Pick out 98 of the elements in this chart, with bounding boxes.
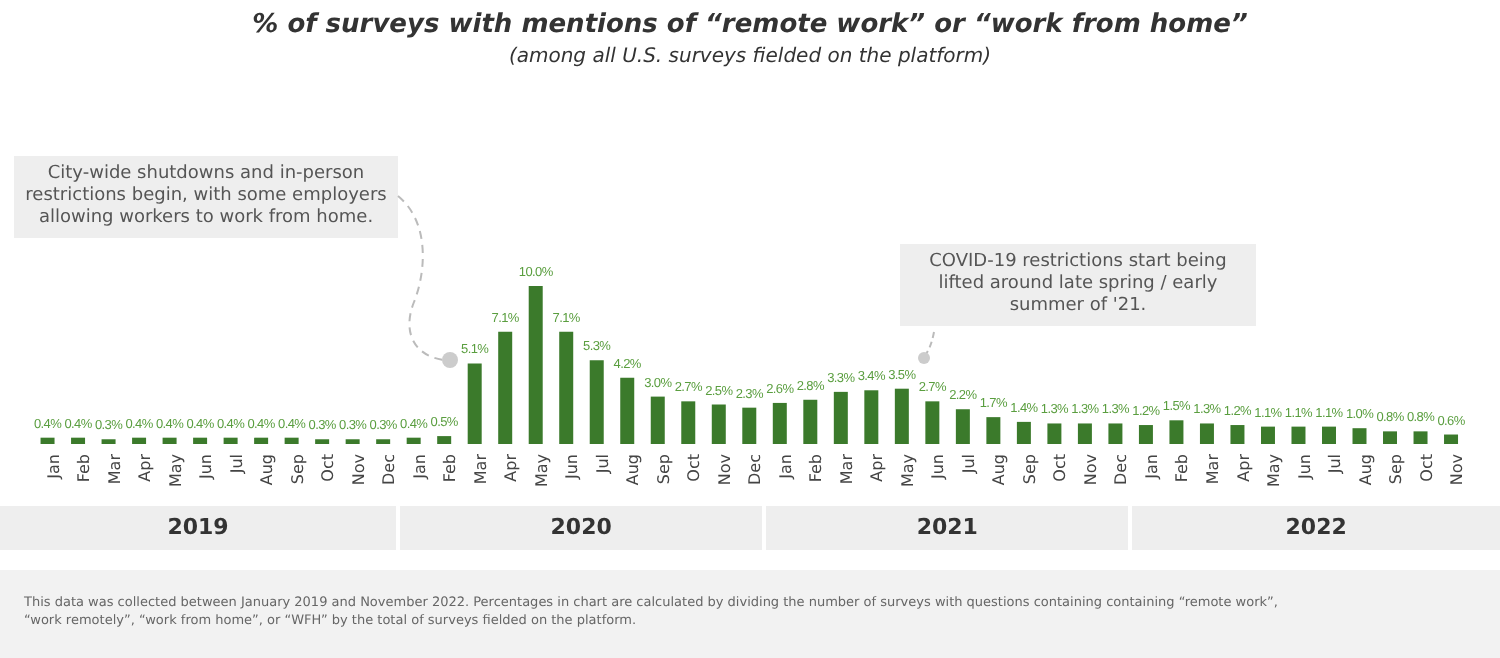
x-tick-label: May	[1265, 453, 1284, 488]
chart-subtitle: (among all U.S. surveys fielded on the platform)	[506, 46, 994, 68]
x-tick-label: Nov	[715, 453, 734, 486]
x-tick-label: Oct	[685, 454, 704, 482]
x-tick-label: Jan	[776, 454, 795, 481]
bar	[406, 437, 421, 444]
bar	[1383, 431, 1398, 444]
bar	[589, 360, 604, 444]
x-tick-label: May	[898, 453, 917, 488]
bar	[955, 409, 970, 444]
text: 2022	[1132, 506, 1500, 550]
x-tick-label: Mar	[1204, 452, 1223, 485]
bar	[1077, 423, 1092, 444]
bar	[498, 331, 513, 444]
x-tick-label: Jul	[959, 454, 978, 476]
bar	[833, 391, 848, 444]
x-tick-label: Nov	[1081, 453, 1100, 486]
bar	[162, 437, 177, 444]
bar	[803, 399, 818, 444]
x-tick-label: Aug	[258, 454, 277, 486]
bar	[1199, 423, 1214, 444]
x-tick-label: Jan	[410, 454, 429, 481]
chart-title: % of surveys with mentions of “remote work” or “work from home”	[250, 10, 1250, 40]
x-tick-label: Aug	[1356, 454, 1375, 486]
x-tick-label: Jul	[1326, 454, 1345, 476]
x-tick-label: Nov	[349, 453, 368, 486]
x-tick-label: Sep	[1020, 454, 1039, 485]
bar	[864, 390, 879, 444]
bar	[437, 436, 452, 444]
x-tick-label: Apr	[502, 452, 521, 482]
bar	[986, 417, 1001, 444]
x-tick-label: Feb	[807, 454, 826, 483]
x-tick-label: Jul	[593, 454, 612, 476]
bar	[71, 437, 86, 444]
x-tick-label: Oct	[319, 454, 338, 482]
x-tick-label: Jun	[929, 454, 948, 481]
x-tick-label: Feb	[1173, 454, 1192, 483]
text: 2020	[400, 506, 763, 550]
bar	[1138, 425, 1153, 444]
x-tick-label: Apr	[136, 452, 155, 482]
x-tick-label: Jul	[227, 454, 246, 476]
bar	[223, 437, 238, 444]
bar	[1108, 423, 1123, 444]
bar	[284, 437, 299, 444]
x-tick-label: Sep	[654, 454, 673, 485]
x-tick-label: Nov	[1448, 453, 1467, 486]
x-tick-label: May	[532, 453, 551, 488]
callout-box: City-wide shutdowns and in-person restrictions begin, with some employers allowing workers to work from home.	[14, 156, 398, 238]
x-tick-label: Apr	[868, 452, 887, 482]
bar	[132, 437, 147, 444]
bar	[681, 401, 696, 444]
x-tick-label: Jun	[1295, 454, 1314, 481]
bar	[1016, 421, 1031, 444]
bar	[1352, 428, 1367, 444]
x-tick-label: Dec	[1112, 454, 1131, 485]
bar	[925, 401, 940, 444]
x-tick-label: Mar	[837, 452, 856, 485]
x-tick-label: Aug	[990, 454, 1009, 486]
text: 2021	[766, 506, 1129, 550]
bar	[711, 404, 726, 444]
bar	[742, 407, 757, 444]
bar	[1444, 434, 1459, 444]
x-tick-label: Sep	[1387, 454, 1406, 485]
x-tick-label: Sep	[288, 454, 307, 485]
text: 2019	[0, 506, 397, 550]
bar	[620, 377, 635, 444]
bar	[1291, 426, 1306, 444]
x-tick-label: Oct	[1417, 454, 1436, 482]
callout-box: COVID-19 restrictions start being lifted around late spring / early summer of '21.	[900, 244, 1256, 326]
x-tick-label: Jan	[44, 454, 63, 481]
x-tick-label: Jun	[197, 454, 216, 481]
x-tick-label: Feb	[441, 454, 460, 483]
x-tick-label: Dec	[380, 454, 399, 485]
bar	[894, 388, 909, 444]
bar	[193, 437, 208, 444]
bar	[40, 437, 55, 444]
bar	[1260, 426, 1275, 444]
x-tick-label: Apr	[1234, 452, 1253, 482]
bar	[1230, 425, 1245, 444]
bar	[772, 402, 787, 444]
x-tick-label: Jun	[563, 454, 582, 481]
x-tick-label: Dec	[746, 454, 765, 485]
x-tick-label: Oct	[1051, 454, 1070, 482]
bar	[1047, 423, 1062, 444]
bar	[254, 437, 269, 444]
bar	[528, 286, 543, 444]
x-tick-label: Jan	[1143, 454, 1161, 481]
x-tick-label: Feb	[75, 454, 94, 483]
x-tick-label: Mar	[471, 452, 490, 485]
x-tick-label: May	[166, 453, 185, 488]
bar	[559, 331, 574, 444]
x-tick-label: Aug	[624, 454, 643, 486]
bar	[467, 363, 482, 444]
x-tick-label: Mar	[105, 452, 124, 485]
bar	[650, 396, 665, 444]
bar	[1413, 431, 1428, 444]
bar	[1169, 420, 1184, 444]
bar	[1321, 426, 1336, 444]
